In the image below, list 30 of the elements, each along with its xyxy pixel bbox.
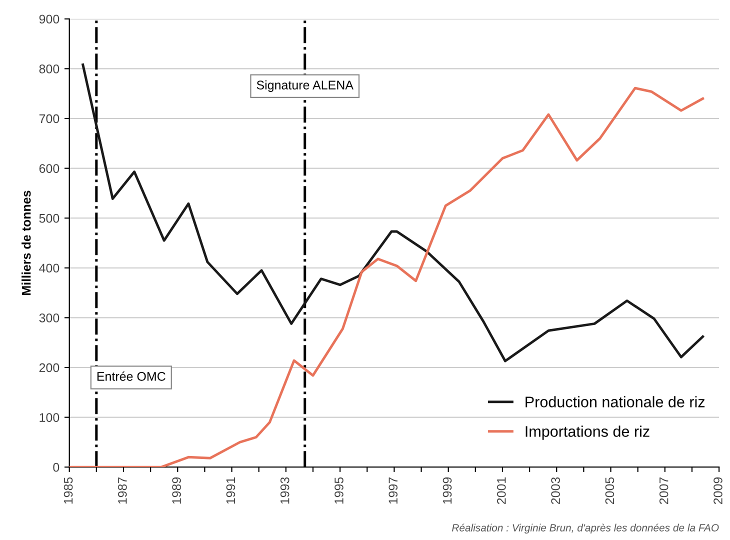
y-tick-label: 800: [39, 64, 60, 74]
ref-line-label: Signature ALENA: [256, 80, 354, 92]
x-tick-label: 1989: [172, 477, 181, 504]
x-tick-label: 1985: [64, 477, 73, 504]
y-tick-label: 700: [39, 114, 60, 124]
line-series: [82, 63, 704, 362]
x-tick-label: 1991: [226, 477, 236, 504]
legend-label: Importations de riz: [526, 426, 650, 440]
x-tick-label: 2007: [659, 477, 668, 504]
x-tick-label: 2009: [714, 477, 722, 504]
x-tick-label: 2003: [551, 477, 560, 504]
y-tick-label: 300: [39, 314, 60, 322]
y-tick-label: 200: [39, 363, 60, 372]
x-tick-label: 1999: [442, 477, 452, 504]
y-tick-label: 0: [53, 462, 60, 472]
y-tick-label: 600: [39, 164, 60, 173]
legend-label: Production nationale de riz: [526, 396, 705, 408]
x-tick-label: 2001: [496, 477, 506, 504]
x-tick-label: 1995: [334, 477, 344, 504]
x-tick-label: 2005: [605, 477, 614, 504]
x-tick-label: 1993: [280, 477, 290, 504]
x-tick-label: 1997: [388, 477, 398, 504]
y-tick-label: 900: [39, 14, 60, 24]
y-axis-title: Milliers de tonnes: [22, 190, 31, 295]
y-tick-label: 400: [39, 264, 60, 273]
y-tick-label: 500: [39, 214, 60, 223]
text: Réalisation : Virginie Brun, d'après les données de la FAO: [452, 524, 719, 534]
ref-line-label: Entrée OMC: [97, 371, 166, 381]
x-tick-label: 1987: [118, 477, 127, 504]
y-tick-label: 100: [40, 413, 60, 422]
